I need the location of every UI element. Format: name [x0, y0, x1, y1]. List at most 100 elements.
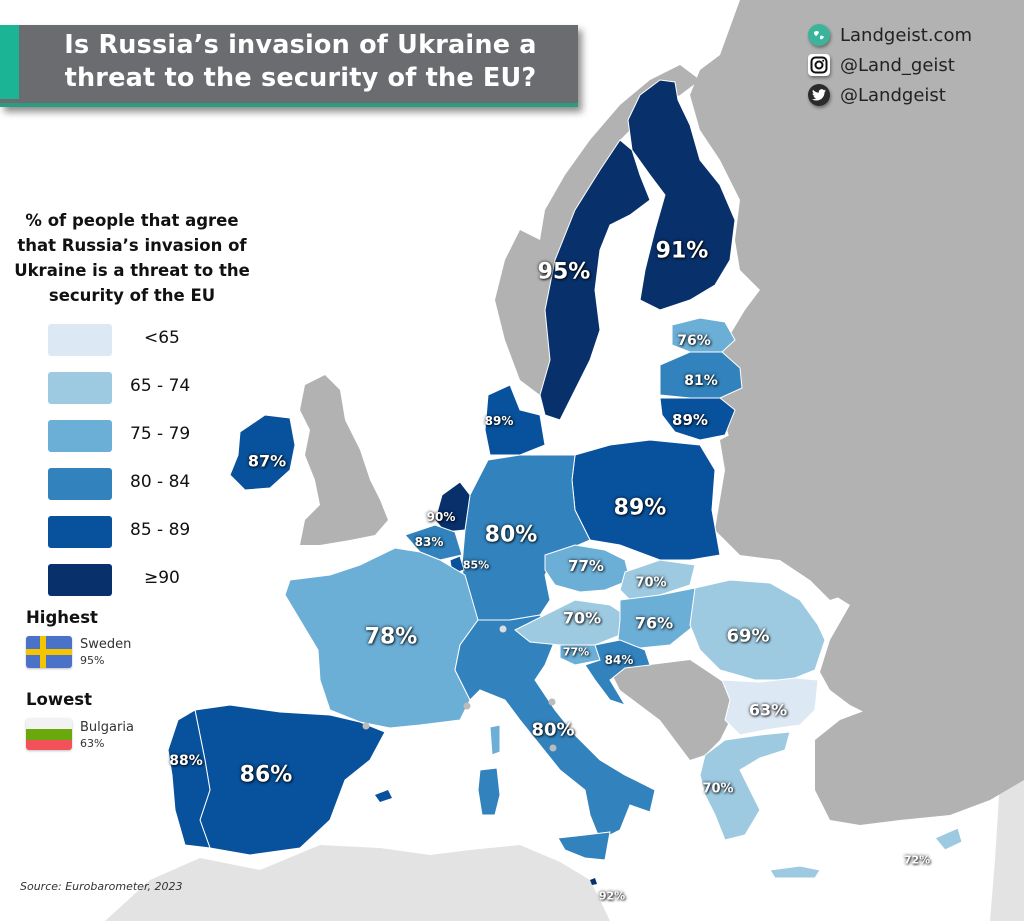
legend-swatch — [48, 564, 112, 596]
legend-title: % of people that agree that Russia’s inv… — [14, 211, 250, 305]
globe-icon — [808, 24, 830, 46]
value-label-austria: 70% — [562, 608, 602, 628]
country-czechia[interactable] — [544, 544, 631, 593]
lowest-value: 63% — [80, 737, 105, 750]
legend-item-gte90: ≥90 — [48, 564, 248, 596]
legend-item-85-89: 85 - 89 — [48, 516, 248, 548]
social-twitter[interactable]: @Landgeist — [808, 80, 972, 110]
country-malta[interactable] — [590, 878, 597, 885]
value-label-sweden: 95% — [537, 259, 591, 285]
value-label-croatia: 84% — [604, 653, 634, 667]
legend-swatch — [48, 420, 112, 452]
country-finland[interactable] — [627, 79, 736, 311]
bulgaria-flag-icon — [26, 718, 72, 750]
title-banner: Is Russia’s invasion of Ukraine a threat… — [0, 25, 578, 107]
country-germany[interactable] — [461, 454, 591, 621]
value-label-romania: 69% — [726, 625, 770, 647]
value-label-slovenia: 77% — [562, 645, 590, 659]
instagram-handle[interactable]: @Land_geist — [840, 54, 955, 76]
country-estonia[interactable] — [671, 317, 736, 353]
turkey-landmass — [815, 680, 1024, 825]
country-greece-crete[interactable] — [769, 865, 821, 879]
value-label-latvia: 81% — [684, 373, 718, 389]
value-label-czechia: 77% — [568, 557, 604, 575]
page-title: Is Russia’s invasion of Ukraine a threat… — [28, 29, 573, 95]
country-hungary[interactable] — [617, 587, 711, 649]
value-label-italy: 80% — [531, 719, 575, 741]
legend-label: 85 - 89 — [130, 520, 191, 540]
country-lithuania[interactable] — [659, 397, 736, 441]
value-label-cyprus: 72% — [903, 853, 931, 867]
value-label-netherlands: 90% — [426, 510, 456, 524]
legend-item-80-84: 80 - 84 — [48, 468, 248, 500]
twitter-handle[interactable]: @Landgeist — [840, 84, 946, 106]
country-portugal[interactable] — [167, 709, 211, 849]
country-greece[interactable] — [699, 731, 791, 841]
value-label-denmark: 89% — [484, 414, 514, 428]
country-denmark[interactable] — [484, 384, 546, 456]
balkans-non-eu-landmass — [610, 660, 735, 760]
country-slovenia[interactable] — [559, 644, 601, 666]
country-netherlands[interactable] — [434, 481, 471, 533]
value-label-estonia: 76% — [677, 333, 711, 349]
social-instagram[interactable]: @Land_geist — [808, 50, 972, 80]
city-dot — [362, 722, 370, 730]
value-label-luxembourg: 85% — [462, 558, 490, 572]
legend-label: <65 — [144, 328, 180, 348]
value-label-slovakia: 70% — [635, 575, 667, 591]
value-label-france: 78% — [364, 624, 418, 650]
value-label-poland: 89% — [613, 495, 667, 521]
value-label-belgium: 83% — [414, 535, 444, 549]
country-france-corsica[interactable] — [489, 724, 501, 756]
value-label-spain: 86% — [239, 762, 293, 788]
country-italy[interactable] — [454, 614, 656, 841]
country-spain-balearic[interactable] — [375, 790, 392, 802]
value-label-hungary: 76% — [634, 613, 674, 633]
country-croatia[interactable] — [584, 639, 651, 706]
country-romania[interactable] — [689, 579, 826, 681]
instagram-icon — [808, 54, 830, 76]
legend-item-75-79: 75 - 79 — [48, 420, 248, 452]
title-accent-bar — [0, 25, 19, 99]
social-website[interactable]: Landgeist.com — [808, 20, 972, 50]
lowest-heading: Lowest — [26, 690, 92, 709]
legend-label: 75 - 79 — [130, 424, 191, 444]
highest-heading: Highest — [26, 608, 98, 627]
belarus-ukraine-landmass — [715, 420, 930, 600]
legend-swatch — [48, 324, 112, 356]
north-africa-landmass — [105, 845, 610, 921]
legend-label: 80 - 84 — [130, 472, 191, 492]
value-label-finland: 91% — [655, 238, 709, 264]
country-latvia[interactable] — [659, 351, 743, 399]
value-label-greece: 70% — [702, 781, 734, 797]
uk-landmass — [300, 375, 388, 545]
city-dot — [548, 698, 556, 706]
country-ireland[interactable] — [229, 414, 296, 491]
country-bulgaria[interactable] — [721, 677, 819, 736]
lowest-country: Bulgaria — [80, 720, 134, 735]
legend-item-65-74: 65 - 74 — [48, 372, 248, 404]
norway-landmass — [495, 65, 700, 395]
country-italy-sicily[interactable] — [557, 831, 611, 861]
country-sweden[interactable] — [539, 139, 651, 421]
title-line-2: threat to the security of the EU? — [64, 63, 537, 93]
country-cyprus[interactable] — [934, 827, 963, 851]
country-slovakia[interactable] — [619, 559, 696, 601]
title-line-1: Is Russia’s invasion of Ukraine a — [64, 30, 537, 60]
social-links: Landgeist.com @Land_geist @Landgeist — [808, 20, 972, 110]
legend-swatch — [48, 516, 112, 548]
highest-country: Sweden — [80, 637, 132, 652]
legend-label: 65 - 74 — [130, 376, 191, 396]
country-italy-sardinia[interactable] — [477, 767, 501, 816]
legend-item-lt65: <65 — [48, 324, 248, 356]
highest-value: 95% — [80, 654, 105, 667]
source-note: Source: Eurobarometer, 2023 — [20, 880, 183, 893]
non-eu-east-landmass — [690, 0, 1024, 770]
website-link[interactable]: Landgeist.com — [840, 24, 972, 46]
city-dot — [499, 625, 507, 633]
city-dot — [463, 702, 471, 710]
sweden-flag-icon — [26, 636, 72, 668]
legend-swatch — [48, 372, 112, 404]
legend-swatch — [48, 468, 112, 500]
